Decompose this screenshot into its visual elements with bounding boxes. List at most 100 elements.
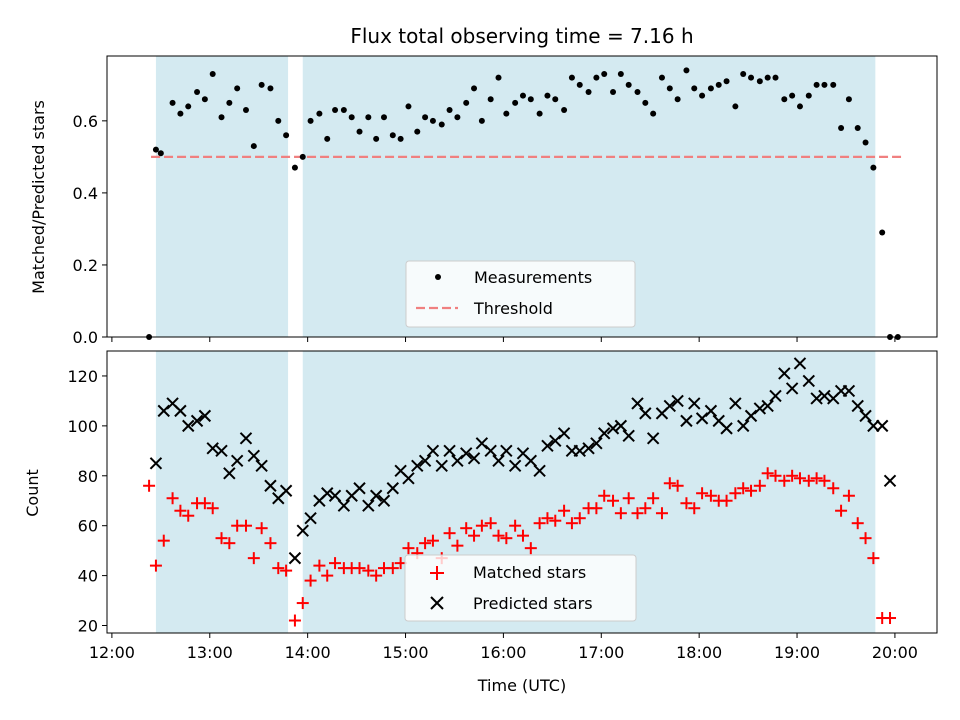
matched-star-point <box>622 492 635 505</box>
matched-star-point <box>558 504 571 517</box>
matched-star-point <box>573 512 586 525</box>
measurement-point <box>438 121 445 128</box>
matched-star-point <box>484 517 497 530</box>
x-axis-label: Time (UTC) <box>477 676 566 695</box>
x-tick-label: 16:00 <box>480 643 526 662</box>
matched-star-point <box>198 497 211 510</box>
predicted-star-point <box>467 452 481 465</box>
predicted-star-point <box>460 447 473 460</box>
measurement-point <box>414 128 421 135</box>
matched-star-point <box>149 559 162 572</box>
matched-star-point <box>516 529 529 542</box>
count-panel: 20 40 60 80 100 120 12:00 13:00 14:00 15:00 16:00… <box>23 350 938 695</box>
predicted-star-point <box>230 454 244 468</box>
predicted-star-point <box>508 459 522 473</box>
predicted-stars-points <box>149 357 897 565</box>
measurement-point <box>283 132 290 139</box>
measurement-point <box>740 71 747 78</box>
predicted-star-point <box>149 457 163 470</box>
measurement-point <box>879 229 886 236</box>
measurement-point <box>397 135 404 142</box>
matched-star-point <box>239 519 252 532</box>
predicted-star-point <box>524 454 538 468</box>
matched-star-point <box>402 542 415 555</box>
predicted-star-point <box>288 551 302 565</box>
matched-star-point <box>426 534 439 547</box>
measurement-point <box>870 164 877 171</box>
matched-star-point <box>884 612 897 625</box>
measurement-point <box>332 107 339 114</box>
measurement-point <box>723 78 730 85</box>
predicted-star-point <box>818 389 831 403</box>
matched-star-point <box>598 489 611 502</box>
chart-title: Flux total observing time = 7.16 h <box>350 24 693 48</box>
measurement-point <box>177 110 184 117</box>
measurement-point <box>593 74 600 81</box>
measurement-point <box>764 74 771 81</box>
predicted-star-point <box>883 474 897 487</box>
predicted-star-point <box>753 402 767 415</box>
legend-matched-label: Matched stars <box>473 563 586 582</box>
predicted-star-point <box>590 437 603 450</box>
matched-star-point <box>157 534 170 547</box>
predicted-star-point <box>736 419 750 433</box>
matched-star-point <box>304 574 317 587</box>
measurement-point <box>568 74 575 81</box>
predicted-star-point <box>190 414 204 428</box>
measurement-point <box>307 117 314 124</box>
measurement-point <box>862 139 869 146</box>
measurement-point <box>748 74 755 81</box>
y-tick-label: 0.4 <box>73 184 98 203</box>
measurement-point <box>552 96 559 103</box>
measurement-point <box>316 110 323 117</box>
y-tick-label: 0.2 <box>73 256 98 275</box>
measurement-point <box>650 110 657 117</box>
matched-star-point <box>631 507 644 520</box>
predicted-star-point <box>646 432 660 445</box>
measurement-point <box>422 114 429 121</box>
matched-star-point <box>272 562 285 575</box>
matched-star-point <box>671 479 684 492</box>
matched-star-point <box>818 474 831 487</box>
matched-star-point <box>802 474 815 487</box>
matched-stars-points <box>143 467 897 627</box>
measurement-point <box>503 110 510 117</box>
measurement-point <box>699 92 706 99</box>
measurement-point <box>380 114 387 121</box>
legend-predicted-label: Predicted stars <box>473 594 593 613</box>
predicted-star-point <box>573 444 586 458</box>
measurement-point <box>299 153 306 160</box>
matched-star-point <box>745 484 758 497</box>
top-axes-frame <box>106 55 938 338</box>
measurement-point <box>691 85 698 92</box>
bottom-y-axis-label: Count <box>23 469 42 517</box>
matched-star-point <box>607 494 620 507</box>
measurement-point <box>478 117 485 124</box>
matched-star-point <box>655 507 668 520</box>
matched-star-point <box>533 517 546 530</box>
measurement-point <box>536 110 543 117</box>
measurement-point <box>275 117 282 124</box>
measurement-point <box>209 71 216 78</box>
x-tick-label: 14:00 <box>285 643 331 662</box>
measurement-point <box>471 85 478 92</box>
measurement-point <box>324 135 331 142</box>
matched-star-point <box>509 519 522 532</box>
legend-predicted-marker <box>430 596 444 610</box>
predicted-star-point <box>875 419 889 433</box>
x-tick-label: 18:00 <box>676 643 722 662</box>
matched-star-point <box>688 502 701 515</box>
matched-star-point <box>362 564 375 577</box>
predicted-star-point <box>680 414 693 428</box>
matched-star-point <box>143 479 156 492</box>
measurement-point <box>838 125 845 132</box>
predicted-star-point <box>369 489 383 502</box>
measurement-point <box>527 96 534 103</box>
predicted-star-point <box>484 444 497 458</box>
predicted-star-point <box>239 432 253 445</box>
matched-star-point <box>867 552 880 565</box>
matched-star-point <box>851 517 864 530</box>
y-tick-label: 120 <box>67 367 98 386</box>
predicted-star-point <box>411 459 424 473</box>
matched-star-point <box>761 467 774 480</box>
